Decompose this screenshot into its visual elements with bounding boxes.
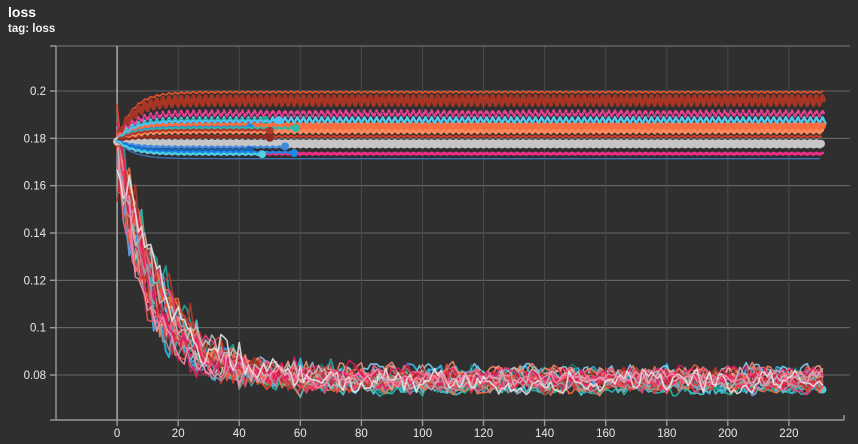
y-tick-label: 0.18	[24, 133, 46, 145]
x-tick-label: 200	[718, 428, 737, 440]
series-lines	[113, 90, 827, 399]
x-tick-label: 120	[474, 428, 493, 440]
x-tick-label: 100	[413, 428, 432, 440]
chart-tag-label: tag: loss	[8, 23, 56, 35]
x-tick-label: 80	[355, 428, 368, 440]
x-tick-label: 160	[596, 428, 615, 440]
x-tick-label: 40	[233, 428, 246, 440]
y-tick-label: 0.1	[30, 323, 46, 335]
y-tick-label: 0.12	[24, 275, 46, 287]
x-tick-label: 140	[535, 428, 554, 440]
x-tick-label: 220	[779, 428, 798, 440]
y-tick-label: 0.2	[30, 86, 46, 98]
chart-title: loss	[8, 4, 37, 20]
x-tick-label: 180	[657, 428, 676, 440]
y-tick-label: 0.08	[24, 370, 46, 382]
x-tick-label: 60	[294, 428, 307, 440]
axes	[50, 45, 845, 426]
tick-labels: 0.08 0.1 0.12 0.14 0.16 0.18 0.2 0 20 40 60 80 100 12…	[24, 86, 799, 440]
x-tick-label: 0	[114, 428, 120, 440]
x-tick-label: 20	[172, 428, 185, 440]
y-tick-label: 0.14	[24, 228, 47, 240]
y-tick-label: 0.16	[24, 181, 46, 193]
